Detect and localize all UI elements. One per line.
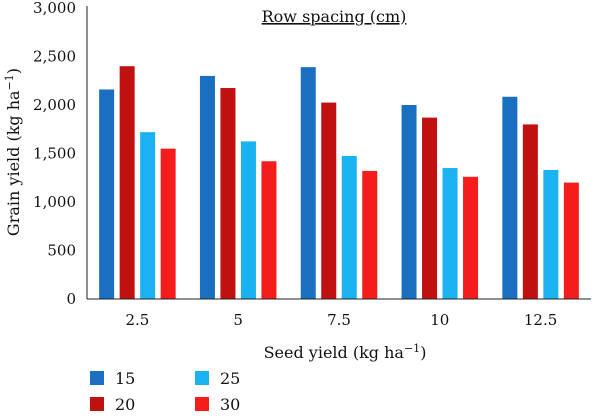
y-axis-title-sup: −1 [3,74,16,90]
bar-series-20-cat-5 [220,88,236,299]
bar-series-30-cat-10 [463,176,479,299]
bar-series-20-cat-12.5 [522,124,538,300]
y-axis-title: Grain yield (kg ha−1) [3,68,23,236]
bar-series-15-cat-7.5 [300,67,316,299]
x-tick-label: 2.5 [125,311,149,329]
bar-series-30-cat-12.5 [563,182,579,299]
x-axis-ticks: 2.5 5 7.5 10 12.5 [125,311,557,329]
x-axis-title-main: Seed yield (kg ha [264,343,405,362]
bar-series-25-cat-7.5 [341,155,357,299]
legend: 15 20 25 30 [90,369,240,414]
bar-series-15-cat-12.5 [502,96,518,299]
x-tick-label: 10 [430,311,449,329]
bar-series-25-cat-5 [240,141,256,300]
x-tick-label: 5 [233,311,243,329]
bar-series-15-cat-10 [401,105,417,299]
y-axis-title-main: Grain yield (kg ha [4,90,23,236]
bar-series-15-cat-5 [199,75,215,300]
bar-series-25-cat-12.5 [543,169,559,299]
y-tick-label: 0 [66,290,76,308]
legend-label-20: 20 [115,395,135,414]
chart-title: Row spacing (cm) [262,7,407,26]
bar-series-20-cat-7.5 [321,102,337,299]
bar-series-20-cat-10 [422,117,438,299]
bar-series-30-cat-5 [261,161,277,299]
x-axis-title: Seed yield (kg ha−1) [264,342,427,362]
legend-label-15: 15 [115,369,135,388]
y-axis-title-end: ) [4,68,23,74]
legend-swatch-15 [90,371,104,385]
bar-series-25-cat-10 [442,168,458,299]
bar-series-25-cat-2.5 [140,132,156,299]
x-tick-label: 7.5 [327,311,351,329]
bar-series-15-cat-2.5 [99,89,115,299]
bar-series-30-cat-2.5 [160,148,176,299]
legend-swatch-30 [195,397,209,411]
y-tick-label: 3,000 [33,0,76,17]
bar-series-20-cat-2.5 [119,66,135,299]
y-tick-label: 2,000 [33,96,76,114]
axes [86,6,591,300]
x-axis-title-end: ) [420,343,426,362]
bars [99,66,579,300]
legend-label-25: 25 [220,369,240,388]
legend-swatch-25 [195,371,209,385]
bar-series-30-cat-7.5 [362,170,378,299]
y-tick-label: 1,500 [33,145,76,163]
x-tick-label: 12.5 [524,311,557,329]
y-tick-label: 500 [47,242,76,260]
y-tick-label: 1,000 [33,193,76,211]
x-axis-title-sup: −1 [404,342,420,355]
y-axis-ticks: 0 500 1,000 1,500 2,000 2,500 3,000 [33,0,76,308]
legend-label-30: 30 [220,395,240,414]
legend-swatch-20 [90,397,104,411]
y-tick-label: 2,500 [33,48,76,66]
